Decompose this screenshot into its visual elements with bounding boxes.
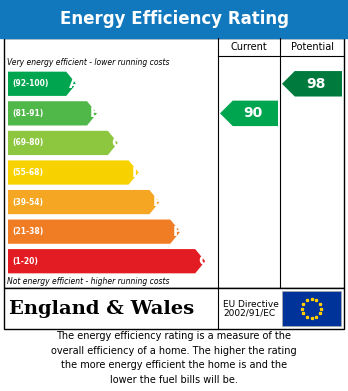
Text: G: G [198,254,209,268]
Text: (81-91): (81-91) [12,109,43,118]
Text: B: B [90,106,101,120]
Polygon shape [220,100,278,126]
Polygon shape [8,101,97,126]
Text: 98: 98 [307,77,326,91]
Polygon shape [8,72,76,96]
Polygon shape [8,219,180,244]
Text: England & Wales: England & Wales [9,300,194,317]
Text: E: E [152,195,162,209]
Text: 2002/91/EC: 2002/91/EC [223,309,275,318]
Bar [4,288,344,329]
Polygon shape [282,71,342,97]
Text: Very energy efficient - lower running costs: Very energy efficient - lower running co… [7,58,169,67]
Text: (39-54): (39-54) [12,197,43,206]
Text: (1-20): (1-20) [12,257,38,266]
Text: Current: Current [231,42,267,52]
Text: (69-80): (69-80) [12,138,43,147]
Text: F: F [173,225,183,239]
Text: Energy Efficiency Rating: Energy Efficiency Rating [60,10,288,28]
Text: D: D [132,165,143,179]
Bar [4,38,344,288]
Polygon shape [8,190,159,214]
Text: EU Directive: EU Directive [223,300,279,309]
Text: Potential: Potential [291,42,333,52]
Text: (92-100): (92-100) [12,79,48,88]
Text: C: C [111,136,121,150]
Text: The energy efficiency rating is a measure of the
overall efficiency of a home. T: The energy efficiency rating is a measur… [51,331,297,385]
Bar [0,0,348,38]
Polygon shape [8,131,118,155]
Bar [282,291,341,326]
Text: (55-68): (55-68) [12,168,43,177]
Polygon shape [8,249,205,273]
Text: 90: 90 [244,106,263,120]
Text: (21-38): (21-38) [12,227,43,236]
Text: Not energy efficient - higher running costs: Not energy efficient - higher running co… [7,277,169,286]
Polygon shape [8,160,139,185]
Text: A: A [69,77,80,91]
